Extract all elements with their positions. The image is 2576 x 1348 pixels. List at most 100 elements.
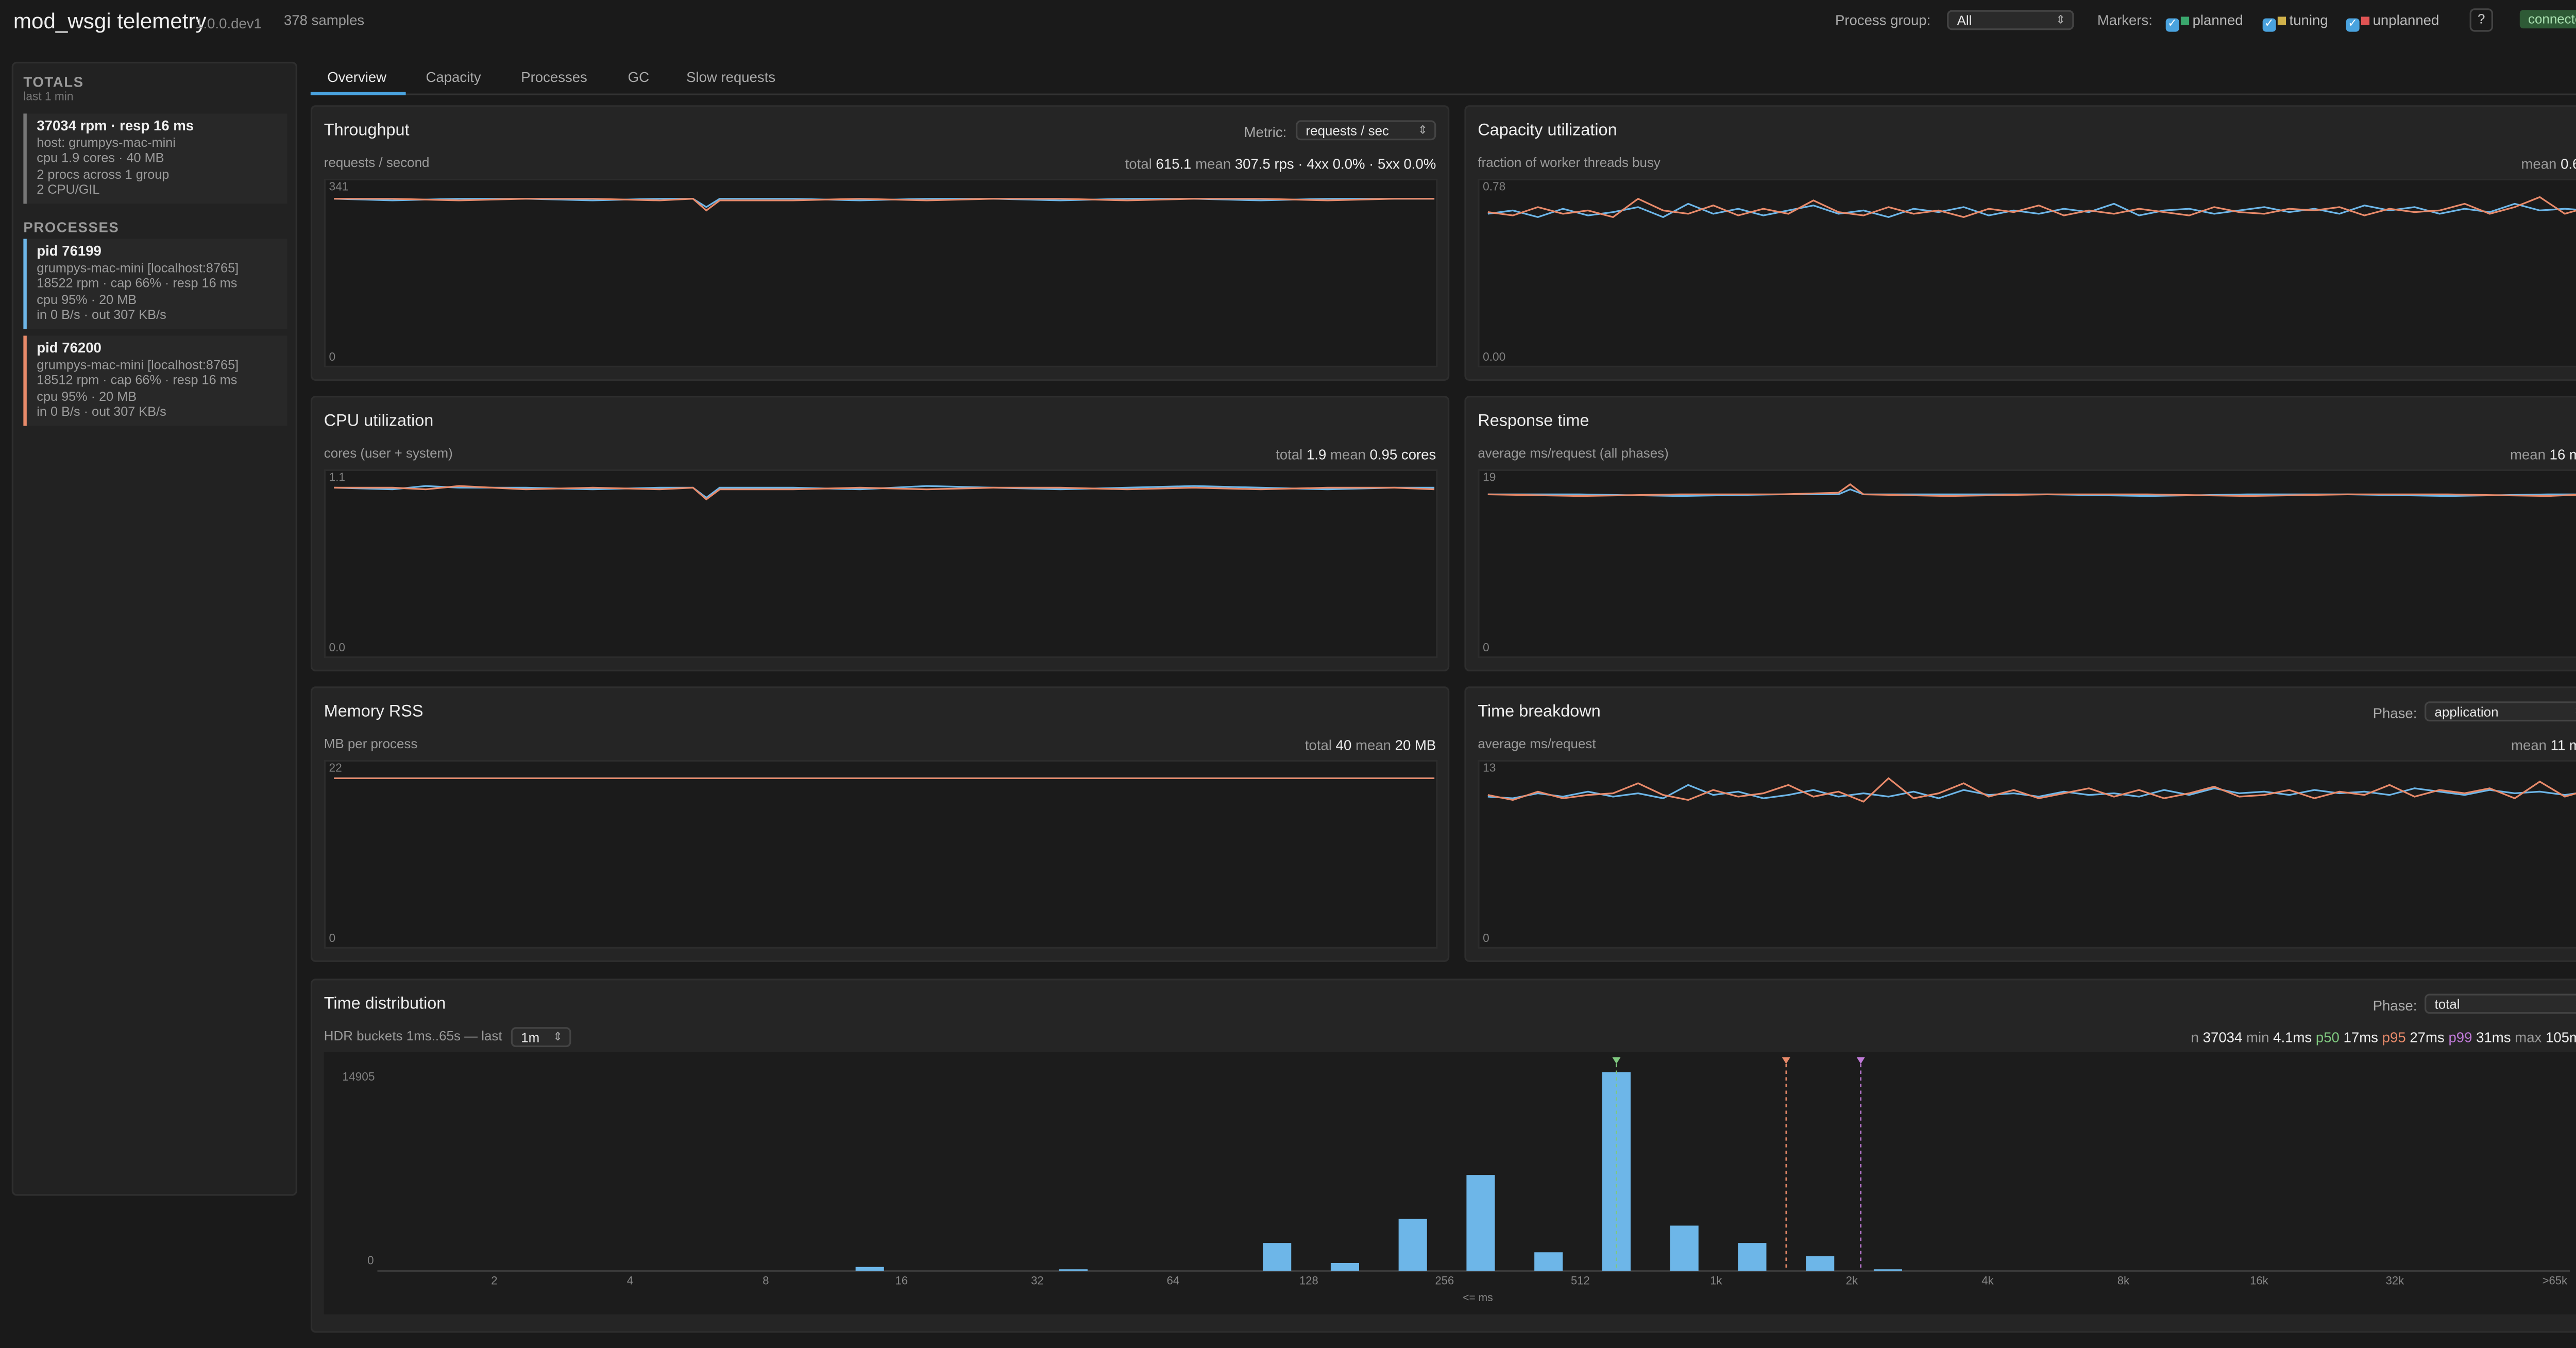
memory-lines [334, 777, 1435, 779]
totals-line: cpu 1.9 cores · 40 MB [37, 150, 164, 166]
capacity-plot[interactable]: 0.78 0.00 [1478, 178, 2576, 368]
time-distribution-plot[interactable]: 14905 0 2 4 8 16 32 64 128 256 512 1k 2k 4k 8k 16k 32k… [324, 1052, 2576, 1315]
sidebar: TOTALS last 1 min 37034 rpm · resp 16 ms… [11, 61, 297, 1196]
stat-label: n [2191, 1029, 2199, 1046]
metric-select[interactable]: requests / sec ⇕ [1296, 120, 1436, 141]
stat-label: mean [1195, 155, 1231, 172]
y-min-label: 0 [329, 933, 336, 946]
time-breakdown-plot[interactable]: 13 0 [1478, 760, 2576, 949]
histogram-bar[interactable] [1806, 1256, 1835, 1271]
process-card-76200[interactable]: pid 76200 grumpys-mac-mini [localhost:87… [23, 335, 287, 426]
chevron-updown-icon: ⇕ [553, 1032, 563, 1044]
histogram-bar[interactable] [1534, 1252, 1563, 1271]
cpu-lines [334, 485, 1435, 501]
histogram-bar[interactable] [1330, 1262, 1360, 1271]
phase-select[interactable]: application ⇕ [2425, 701, 2576, 722]
throughput-plot[interactable]: 341 0 [324, 178, 1438, 368]
time-breakdown-panel: Time breakdown Phase: application ⇕ avera… [1464, 686, 2576, 962]
marker-label: unplanned [2372, 11, 2439, 29]
chevron-updown-icon: ⇕ [2056, 15, 2066, 27]
top-bar: mod_wsgi telemetry 1.0.0.dev1 378 sample… [0, 0, 2576, 43]
process-group-value: All [1957, 13, 1972, 29]
stat-value: 105ms [2546, 1029, 2576, 1046]
response-time-panel: Response time average ms/request (all ph… [1464, 396, 2576, 671]
checkbox-icon[interactable]: ✓ [2346, 18, 2360, 32]
panel-stats: mean 0.67 [2521, 155, 2576, 172]
stat-value: 17ms [2343, 1029, 2378, 1046]
stat-value: 16 ms [2549, 446, 2576, 463]
histogram-bar[interactable] [1873, 1269, 1903, 1271]
x-tick-label: 128 [1299, 1276, 1318, 1288]
throughput-panel: Throughput Metric: requests / sec ⇕ reque… [310, 105, 1450, 381]
stat-value: 615.1 [1156, 155, 1192, 172]
panel-subtitle: average ms/request (all phases) [1478, 446, 1669, 461]
stat-label: total [1304, 736, 1332, 753]
histogram-bar[interactable] [1398, 1219, 1427, 1271]
panel-stats: total 40 mean 20 MB [1305, 736, 1436, 753]
p95-marker-triangle [1782, 1057, 1790, 1064]
stat-value: 11 ms [2550, 736, 2576, 753]
x-tick-label: 2k [1845, 1276, 1858, 1288]
y-max-label: 341 [329, 182, 349, 194]
histogram-bar[interactable] [1263, 1243, 1292, 1271]
x-tick-label: 16 [895, 1276, 908, 1288]
memory-panel: Memory RSS MB per process total 40 mean … [310, 686, 1450, 962]
window-select[interactable]: 1m ⇕ [511, 1027, 571, 1048]
tab-capacity[interactable]: Capacity [426, 68, 481, 86]
tab-overview[interactable]: Overview [327, 68, 387, 86]
panel-title: CPU utilization [324, 412, 434, 431]
process-line: in 0 B/s · out 307 KB/s [37, 403, 166, 419]
checkbox-icon[interactable]: ✓ [2165, 18, 2179, 32]
marker-toggle-planned[interactable]: ✓ planned [2165, 12, 2243, 32]
process-group-select[interactable]: All ⇕ [1947, 10, 2074, 30]
checkbox-icon[interactable]: ✓ [2262, 18, 2276, 32]
capacity-lines [1487, 196, 2576, 218]
y-min-label: 0 [1483, 933, 1489, 946]
help-button[interactable]: ? [2469, 8, 2493, 32]
p99-marker-triangle [1856, 1057, 1865, 1064]
chevron-updown-icon: ⇕ [1418, 125, 1428, 137]
process-line: cpu 95% · 20 MB [37, 388, 137, 404]
histogram-bar[interactable] [1670, 1225, 1699, 1271]
marker-toggle-tuning[interactable]: ✓ tuning [2262, 11, 2328, 32]
panel-stats: mean 16 ms [2510, 446, 2576, 462]
distribution-phase-select[interactable]: total ⇕ [2425, 993, 2576, 1014]
totals-subheading: last 1 min [23, 92, 74, 104]
x-tick-label: 32k [2385, 1276, 2404, 1288]
stat-label: max [2515, 1029, 2542, 1046]
chevron-updown-icon: ⇕ [2573, 705, 2576, 720]
response-time-plot[interactable]: 19 0 [1478, 469, 2576, 658]
panel-title: Throughput [324, 122, 410, 141]
histogram-bar[interactable] [1466, 1175, 1495, 1271]
histogram-bar[interactable] [1059, 1269, 1088, 1271]
histogram-bar[interactable] [1738, 1243, 1767, 1271]
marker-label: tuning [2289, 11, 2328, 29]
chevron-updown-icon: ⇕ [2573, 997, 2576, 1012]
tab-slow-requests[interactable]: Slow requests [686, 68, 776, 86]
x-tick-label: 8k [2117, 1276, 2130, 1288]
process-card-76199[interactable]: pid 76199 grumpys-mac-mini [localhost:87… [23, 239, 287, 329]
histogram-svg [377, 1057, 2570, 1272]
stat-label: mean [2521, 155, 2557, 172]
totals-heading: TOTALS [23, 73, 84, 91]
tab-processes[interactable]: Processes [521, 68, 587, 86]
totals-line: 2 CPU/GIL [37, 181, 100, 197]
x-tick-label: 64 [1166, 1276, 1180, 1288]
x-tick-label: 2 [491, 1276, 498, 1288]
cpu-plot[interactable]: 1.1 0.0 [324, 469, 1438, 658]
x-tick-label: 8 [762, 1276, 769, 1288]
process-line: 18512 rpm · cap 66% · resp 16 ms [37, 373, 238, 388]
capacity-panel: Capacity utilization fraction of worker … [1464, 105, 2576, 381]
histogram-bar[interactable] [855, 1267, 884, 1271]
tab-gc[interactable]: GC [628, 68, 649, 86]
y-max-label: 19 [1483, 473, 1496, 484]
memory-plot[interactable]: 22 0 [324, 760, 1438, 949]
stat-label: total [1276, 446, 1303, 463]
totals-card: 37034 rpm · resp 16 ms host: grumpys-mac… [23, 113, 287, 204]
phase-label: Phase: [2372, 997, 2417, 1014]
stat-value: 27ms [2410, 1029, 2445, 1046]
process-line: grumpys-mac-mini [localhost:8765] [37, 357, 239, 373]
process-group-label: Process group: [1835, 11, 1931, 29]
marker-toggle-unplanned[interactable]: ✓ unplanned [2346, 12, 2439, 32]
stat-value: 31ms [2476, 1029, 2511, 1046]
